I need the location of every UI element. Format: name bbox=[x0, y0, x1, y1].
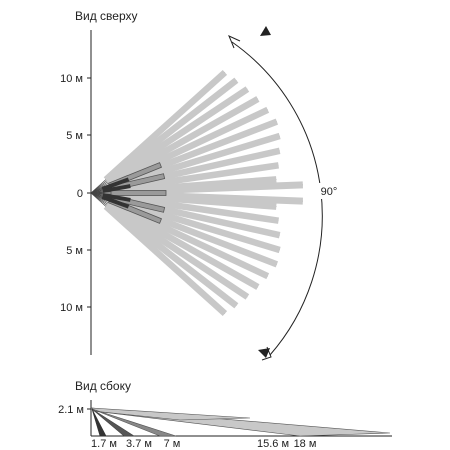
beam-long bbox=[103, 203, 228, 316]
beam-long bbox=[106, 199, 260, 290]
beam-long bbox=[104, 77, 239, 184]
beam-short bbox=[101, 195, 130, 209]
beam-short bbox=[102, 193, 131, 202]
distance-label: 18 м bbox=[294, 438, 317, 450]
beam-short bbox=[101, 177, 130, 191]
y-tick-label: 5 м bbox=[66, 130, 83, 142]
side-beam-1-7m bbox=[91, 408, 107, 437]
beam-long bbox=[103, 70, 228, 183]
side-beam-7m bbox=[91, 408, 177, 437]
beam-long bbox=[105, 201, 250, 300]
y-tick-label: 10 м bbox=[60, 73, 83, 85]
y-tick-label: 0 bbox=[77, 188, 83, 200]
beam-long bbox=[104, 202, 239, 309]
arc-arrowhead-bottom bbox=[258, 348, 270, 358]
angle-label-bg bbox=[312, 183, 346, 199]
distance-label: 1.7 м bbox=[91, 438, 117, 450]
distance-label: 3.7 м bbox=[126, 438, 152, 450]
detection-fan bbox=[90, 70, 303, 316]
angle-label: 90° bbox=[321, 186, 338, 198]
arc-arrow-top bbox=[228, 35, 241, 49]
distance-label: 15.6 м bbox=[257, 438, 289, 450]
height-label: 2.1 м bbox=[58, 404, 84, 416]
beam-long bbox=[106, 96, 260, 187]
arc-arrowhead-top bbox=[260, 26, 271, 36]
beam-short bbox=[102, 184, 131, 193]
beam-mid bbox=[110, 190, 167, 196]
distance-label: 7 м bbox=[164, 438, 181, 450]
beam-long bbox=[105, 86, 250, 185]
side-view-title: Вид сбоку bbox=[75, 379, 131, 393]
y-tick-label: 5 м bbox=[66, 245, 83, 257]
top-view-title: Вид сверху bbox=[75, 9, 138, 23]
y-tick-label: 10 м bbox=[60, 302, 83, 314]
side-beam-3-7m bbox=[91, 408, 136, 437]
